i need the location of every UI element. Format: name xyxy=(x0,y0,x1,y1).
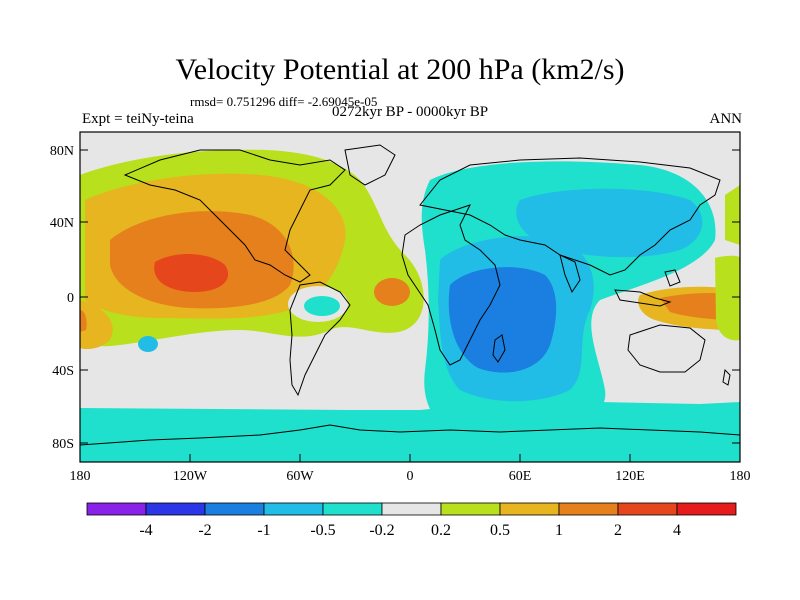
lon-label-120w: 120W xyxy=(173,469,208,484)
lon-label-120e: 120E xyxy=(615,469,645,484)
period-subtitle: 0272kyr BP - 0000kyr BP xyxy=(331,104,489,120)
colorbar-label: 1 xyxy=(555,522,563,539)
west-red-core xyxy=(154,254,229,292)
colorbar-swatch xyxy=(499,502,560,516)
lon-tick-marks xyxy=(79,454,741,462)
colorbar-label: -2 xyxy=(198,522,212,539)
lon-label-180w: 180 xyxy=(70,469,91,484)
experiment-label: Expt = teiNy-teina xyxy=(82,111,194,127)
coastlines xyxy=(80,144,740,446)
lon-label-60e: 60E xyxy=(509,469,532,484)
lon-tick-labels: 180 120W 60W 0 60E 120E 180 xyxy=(70,469,751,484)
stats-text: rmsd= 0.751296 diff= -2.69045e-05 xyxy=(190,94,378,109)
colorbar-label: -4 xyxy=(139,522,153,539)
north-america-outline xyxy=(123,149,346,283)
south-america-outline xyxy=(289,281,351,397)
colorbar-label: -0.5 xyxy=(310,522,336,539)
lat-tick-labels: 80N 40N 0 40S 80S xyxy=(50,144,74,452)
lat-label-80n: 80N xyxy=(50,144,74,159)
colorbar-swatch xyxy=(676,502,737,516)
lat-label-0: 0 xyxy=(67,291,74,306)
new-zealand-outline xyxy=(722,368,731,386)
lon-label-180e: 180 xyxy=(730,469,751,484)
philippines-outline xyxy=(664,269,681,287)
colorbar-label: 0.2 xyxy=(431,522,451,539)
indonesia-outline xyxy=(614,289,672,307)
colorbar-swatch xyxy=(322,502,383,516)
asia-lightblue-region xyxy=(516,188,703,258)
south-pacific-blob xyxy=(138,336,158,352)
colorbar-swatch xyxy=(617,502,678,516)
west-edge-orange xyxy=(80,310,87,332)
colorbar-label: -1 xyxy=(257,522,271,539)
indian-blue-core xyxy=(448,267,557,373)
madagascar-outline xyxy=(492,334,506,363)
east-edge-green xyxy=(725,185,740,245)
colorbar xyxy=(86,502,737,516)
africa-outline xyxy=(401,204,501,366)
brazil-teal-blob xyxy=(304,296,340,316)
sw-orange-blob xyxy=(80,300,113,350)
colorbar-swatch xyxy=(440,502,501,516)
colorbar-label: -0.2 xyxy=(369,522,395,539)
season-label: ANN xyxy=(709,111,743,127)
colorbar-swatch xyxy=(558,502,619,516)
chart-title: Velocity Potential at 200 hPa (km2/s) xyxy=(175,53,625,86)
colorbar-swatch xyxy=(204,502,265,516)
lat-label-40s: 40S xyxy=(52,364,74,379)
lat-tick-marks xyxy=(80,149,740,444)
lon-label-0: 0 xyxy=(407,469,414,484)
colorbar-label: 0.5 xyxy=(490,522,510,539)
colorbar-swatch xyxy=(145,502,206,516)
east-edge-green-south xyxy=(715,255,740,341)
colorbar-label: 2 xyxy=(614,522,622,539)
lon-label-60w: 60W xyxy=(286,469,314,484)
lat-label-40n: 40N xyxy=(50,216,74,231)
india-outline xyxy=(559,254,581,294)
lat-label-80s: 80S xyxy=(52,437,74,452)
colorbar-swatch xyxy=(381,502,442,516)
contour-field xyxy=(80,132,740,462)
colorbar-label: 4 xyxy=(673,522,681,539)
eurasia-outline xyxy=(419,157,721,276)
greenland-outline xyxy=(344,144,396,186)
antarctica-outline xyxy=(80,424,740,446)
atlantic-orange-blob xyxy=(374,278,410,306)
colorbar-swatch xyxy=(263,502,324,516)
colorbar-swatch xyxy=(86,502,147,516)
australia-outline xyxy=(627,324,706,373)
